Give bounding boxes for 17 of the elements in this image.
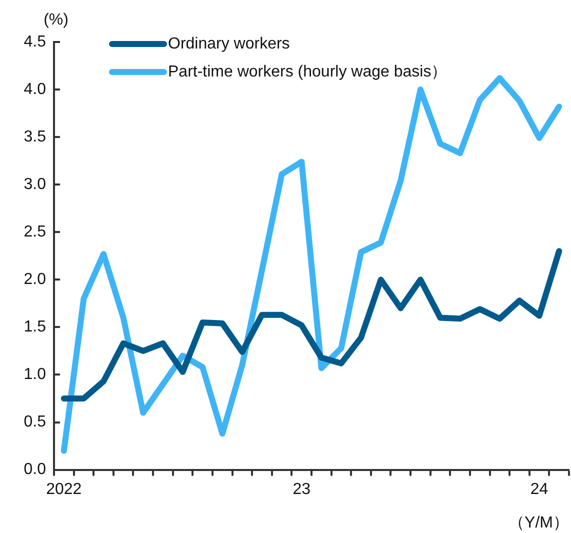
y-axis-title: (%) [44,11,68,28]
y-tick-label: 0.0 [24,461,46,478]
y-tick-label: 3.0 [24,176,46,194]
y-tick-label: 4.5 [24,33,46,50]
y-tick-label: 4.0 [24,80,46,98]
x-tick-label: 24 [530,480,548,498]
x-tick-label: 2022 [46,480,82,498]
y-tick-label: 2.0 [24,271,46,288]
y-tick-label: 0.5 [24,414,46,431]
y-tick-label: 3.5 [24,128,46,146]
x-tick-label: 23 [292,480,311,498]
y-tick-label: 1.5 [24,318,46,336]
legend-label: Part-time workers (hourly wage basis） [168,63,448,80]
legend-label: Ordinary workers [168,35,290,52]
x-axis-title: （Y/M） [508,514,569,532]
y-tick-label: 1.0 [24,366,46,384]
y-tick-label: 2.5 [24,224,46,241]
